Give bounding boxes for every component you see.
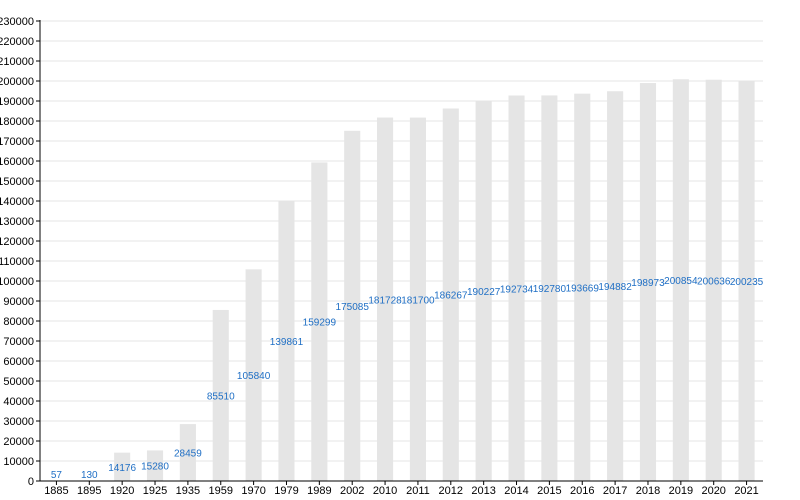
y-tick-label: 230000 bbox=[0, 16, 34, 28]
bar bbox=[738, 80, 755, 481]
data-label: 181700 bbox=[401, 295, 435, 306]
bar bbox=[541, 95, 558, 481]
y-tick-label: 220000 bbox=[0, 36, 34, 48]
x-tick-label: 2021 bbox=[734, 485, 758, 497]
data-label: 139861 bbox=[270, 337, 304, 348]
bar bbox=[574, 93, 591, 482]
x-tick-label: 1979 bbox=[274, 485, 298, 497]
axes bbox=[36, 20, 763, 485]
x-tick-label: 1920 bbox=[110, 485, 134, 497]
data-label: 200854 bbox=[664, 276, 698, 287]
y-tick-label: 140000 bbox=[0, 196, 34, 208]
bar bbox=[114, 452, 131, 481]
y-tick-label: 80000 bbox=[3, 316, 34, 328]
bar bbox=[639, 83, 657, 481]
data-label: 159299 bbox=[303, 318, 337, 329]
x-tick-label: 1935 bbox=[176, 485, 200, 497]
data-label: 193669 bbox=[566, 283, 600, 294]
bar bbox=[442, 108, 459, 481]
x-tick-label: 2014 bbox=[504, 485, 528, 497]
data-label: 15280 bbox=[141, 462, 169, 473]
x-tick-label: 1895 bbox=[77, 485, 101, 497]
y-tick-label: 110000 bbox=[0, 256, 34, 268]
data-label: 192780 bbox=[533, 284, 567, 295]
x-tick-label: 1970 bbox=[241, 485, 265, 497]
y-tick-label: 120000 bbox=[0, 236, 34, 248]
data-label: 200636 bbox=[697, 276, 731, 287]
data-label: 198973 bbox=[631, 278, 665, 289]
y-tick-labels: 0 10000 20000 30000 40000 50000 60000 70000 8000… bbox=[0, 16, 34, 488]
bar bbox=[344, 130, 361, 481]
x-tick-label: 2011 bbox=[406, 485, 430, 497]
bar bbox=[311, 162, 328, 482]
data-label: 14176 bbox=[108, 463, 136, 474]
bar bbox=[672, 79, 689, 482]
x-tick-label: 1885 bbox=[44, 485, 68, 497]
bar bbox=[146, 450, 164, 481]
x-tick-label: 2016 bbox=[570, 485, 594, 497]
bar bbox=[607, 91, 624, 482]
bar bbox=[475, 100, 492, 482]
y-tick-label: 60000 bbox=[3, 356, 34, 368]
data-label: 57 bbox=[51, 470, 63, 481]
bar bbox=[278, 201, 295, 481]
y-tick-label: 30000 bbox=[3, 416, 34, 428]
x-tick-label: 2020 bbox=[701, 485, 725, 497]
x-tick-label: 2010 bbox=[373, 485, 397, 497]
bar bbox=[409, 117, 426, 481]
x-tick-label: 1989 bbox=[307, 485, 331, 497]
y-tick-label: 100000 bbox=[0, 276, 34, 288]
data-label: 190227 bbox=[467, 287, 501, 298]
y-tick-label: 190000 bbox=[0, 96, 34, 108]
data-label: 130 bbox=[81, 470, 98, 481]
x-tick-label: 2015 bbox=[537, 485, 561, 497]
y-tick-label: 160000 bbox=[0, 156, 34, 168]
y-tick-label: 70000 bbox=[3, 336, 34, 348]
bar bbox=[245, 269, 262, 481]
y-tick-label: 90000 bbox=[3, 296, 34, 308]
data-label: 181728 bbox=[368, 295, 402, 306]
bars bbox=[48, 79, 755, 482]
data-label: 175085 bbox=[336, 302, 370, 313]
data-label: 192734 bbox=[500, 284, 534, 295]
x-tick-labels: 1885 1895 1920 1925 1935 1959 1970 1979 1989 2002… bbox=[44, 485, 759, 497]
data-label: 200235 bbox=[730, 277, 764, 288]
y-tick-label: 20000 bbox=[3, 436, 34, 448]
y-tick-label: 150000 bbox=[0, 176, 34, 188]
y-tick-label: 50000 bbox=[3, 376, 34, 388]
x-tick-label: 2018 bbox=[636, 485, 660, 497]
x-tick-label: 1959 bbox=[209, 485, 233, 497]
bar bbox=[508, 95, 525, 482]
y-tick-label: 210000 bbox=[0, 56, 34, 68]
bar bbox=[179, 424, 196, 481]
y-tick-label: 170000 bbox=[0, 136, 34, 148]
data-label: 105840 bbox=[237, 371, 271, 382]
bar bbox=[705, 79, 722, 481]
y-tick-label: 130000 bbox=[0, 216, 34, 228]
x-tick-label: 2012 bbox=[439, 485, 463, 497]
x-tick-label: 2002 bbox=[340, 485, 364, 497]
y-tick-label: 0 bbox=[28, 476, 34, 488]
y-tick-label: 10000 bbox=[3, 456, 34, 468]
x-tick-label: 1925 bbox=[143, 485, 167, 497]
x-tick-label: 2017 bbox=[603, 485, 627, 497]
y-tick-label: 200000 bbox=[0, 76, 34, 88]
y-tick-label: 180000 bbox=[0, 116, 34, 128]
data-label: 28459 bbox=[174, 449, 202, 460]
data-label: 186267 bbox=[434, 291, 468, 302]
x-tick-label: 2013 bbox=[471, 485, 495, 497]
y-tick-label: 40000 bbox=[3, 396, 34, 408]
data-label: 194882 bbox=[598, 282, 632, 293]
bar bbox=[377, 117, 394, 481]
x-tick-label: 2019 bbox=[669, 485, 693, 497]
data-label: 85510 bbox=[207, 391, 235, 402]
bar bbox=[212, 309, 229, 481]
